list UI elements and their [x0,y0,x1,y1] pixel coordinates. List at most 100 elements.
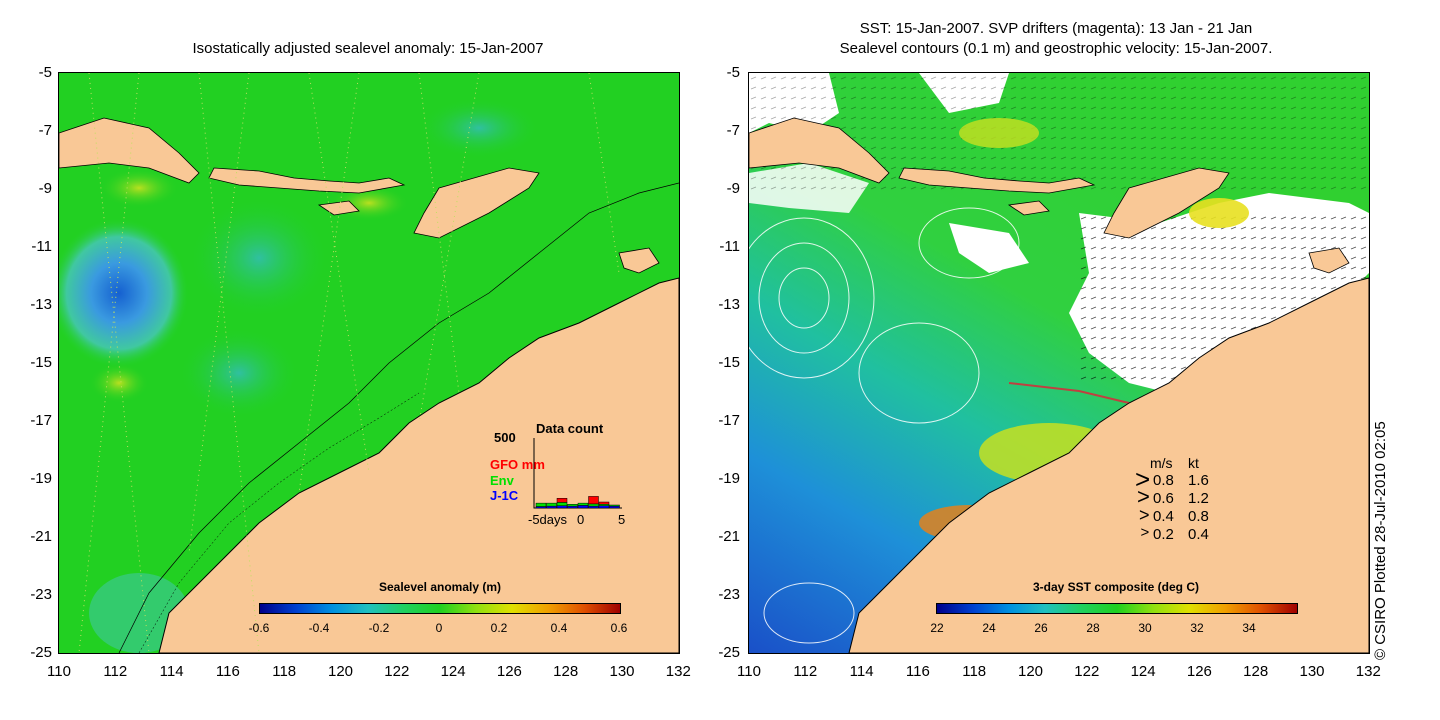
credit-text: © CSIRO Plotted 28-Jul-2010 02:05 [1372,421,1389,660]
inset-bar-j1c [556,505,568,509]
y-tick-label: -11 [31,238,52,255]
inset-bar-env [556,502,568,507]
colorbar-tick-label: 22 [930,621,944,635]
velocity-legend-ms: 0.4 [1153,508,1174,525]
inset-bar-j1c [546,505,557,509]
bathymetry-contour [118,182,679,653]
colorbar-tick-label: 26 [1034,621,1048,635]
cloud-mask [949,223,1029,273]
colorbar-tick-label: -0.2 [368,621,390,635]
inset-bar-env [609,504,620,507]
x-tick-label: 120 [327,663,354,680]
teal-anomaly [189,198,329,318]
teal-anomaly [419,98,539,158]
inset-legend-env: Env [490,473,514,488]
x-tick-label: 130 [1299,663,1325,680]
inset-bar-env [567,504,578,507]
right-panel-title-line1: SST: 15-Jan-2007. SVP drifters (magenta)… [859,20,1253,37]
inset-x-label-zero: 0 [577,512,585,527]
colorbar-tick-label: 0 [435,621,443,635]
x-tick-label: 128 [553,663,579,680]
left-map [58,72,680,654]
y-tick-label: -7 [726,122,740,139]
island-chain [898,167,1096,194]
positive-anomaly [89,363,149,403]
inset-legend-j1c: J-1C [490,488,519,503]
colorbar-tick-label: 0.4 [550,621,568,635]
inset-legend-gfo: GFO mm [490,457,545,472]
left-map-svg [59,73,679,653]
x-tick-label: 116 [215,663,240,680]
sumba-island [1007,200,1050,216]
right-colorbar [936,603,1298,614]
y-tick-label: -25 [718,644,740,661]
y-tick-label: -17 [30,412,52,429]
x-tick-label: 120 [1017,663,1044,680]
java-landmass [749,117,890,184]
velocity-arrow-icon: > [1140,524,1150,541]
colorbar-tick-label: 30 [1138,621,1152,635]
y-tick-label: -9 [38,180,52,197]
inset-x-label-start: -5days [528,512,568,527]
warm-sst-patch [959,118,1039,148]
inset-bar-env [535,502,547,507]
x-tick-label: 122 [384,663,410,680]
y-tick-label: -23 [30,586,52,603]
right-map-svg [749,73,1369,653]
y-tick-label: -13 [718,296,740,313]
x-tick-label: 110 [737,663,761,680]
colorbar-tick-label: 28 [1086,621,1100,635]
velocity-legend-kt: 0.4 [1188,526,1209,543]
drifter-track [1008,382,1130,404]
colorbar-tick-label: -0.4 [308,621,330,635]
inset-bar-j1c [609,505,620,509]
small-island [1308,247,1350,274]
left-colorbar [259,603,621,614]
x-tick-label: 118 [962,663,987,680]
positive-anomaly [99,168,179,208]
y-tick-label: -9 [726,180,740,197]
velocity-legend-ms: 0.6 [1153,490,1174,507]
colorbar-tick-label: 0.6 [610,621,628,635]
x-tick-label: 130 [609,663,635,680]
velocity-legend-kt: 1.2 [1188,490,1209,507]
left-colorbar-label: Sealevel anomaly (m) [378,580,502,594]
inset-bar-env [588,503,599,507]
x-tick-label: 114 [849,663,874,680]
colorbar-tick-label: 34 [1242,621,1256,635]
x-tick-label: 132 [665,663,691,680]
colorbar-tick-label: -0.6 [248,621,270,635]
colorbar-tick-label: 24 [982,621,996,635]
x-tick-label: 132 [1355,663,1381,680]
y-tick-label: -11 [719,238,740,255]
velocity-legend-kt: 0.8 [1188,508,1209,525]
right-map [748,72,1370,654]
timor-island [413,167,540,239]
y-tick-label: -19 [30,470,52,487]
left-panel-title: Isostatically adjusted sealevel anomaly:… [192,40,544,57]
x-tick-label: 118 [272,663,297,680]
inset-bar-env [546,502,557,507]
inset-x-label-end: 5 [618,512,626,527]
inset-bar-j1c [588,505,599,509]
inset-bar-gfo [556,498,568,503]
sumba-island [317,200,360,216]
inset-bar-gfo [598,501,610,505]
small-island [618,247,660,274]
velocity-legend-header-ms: m/s [1150,455,1173,471]
y-tick-label: -23 [718,586,740,603]
x-tick-label: 110 [47,663,71,680]
right-colorbar-label: 3-day SST composite (deg C) [1032,580,1200,594]
x-tick-label: 112 [103,663,128,680]
y-tick-label: -17 [718,412,740,429]
colorbar-tick-label: 32 [1190,621,1204,635]
bathymetry-contour [138,392,420,653]
velocity-legend-ms: 0.2 [1153,526,1174,543]
x-tick-label: 124 [440,663,466,680]
inset-bar-j1c [567,505,578,509]
inset-bar-j1c [577,505,589,509]
java-landmass [59,117,200,184]
colorbar-tick-label: 0.2 [490,621,508,635]
inset-bar-env [577,502,589,506]
y-tick-label: -15 [718,354,740,371]
